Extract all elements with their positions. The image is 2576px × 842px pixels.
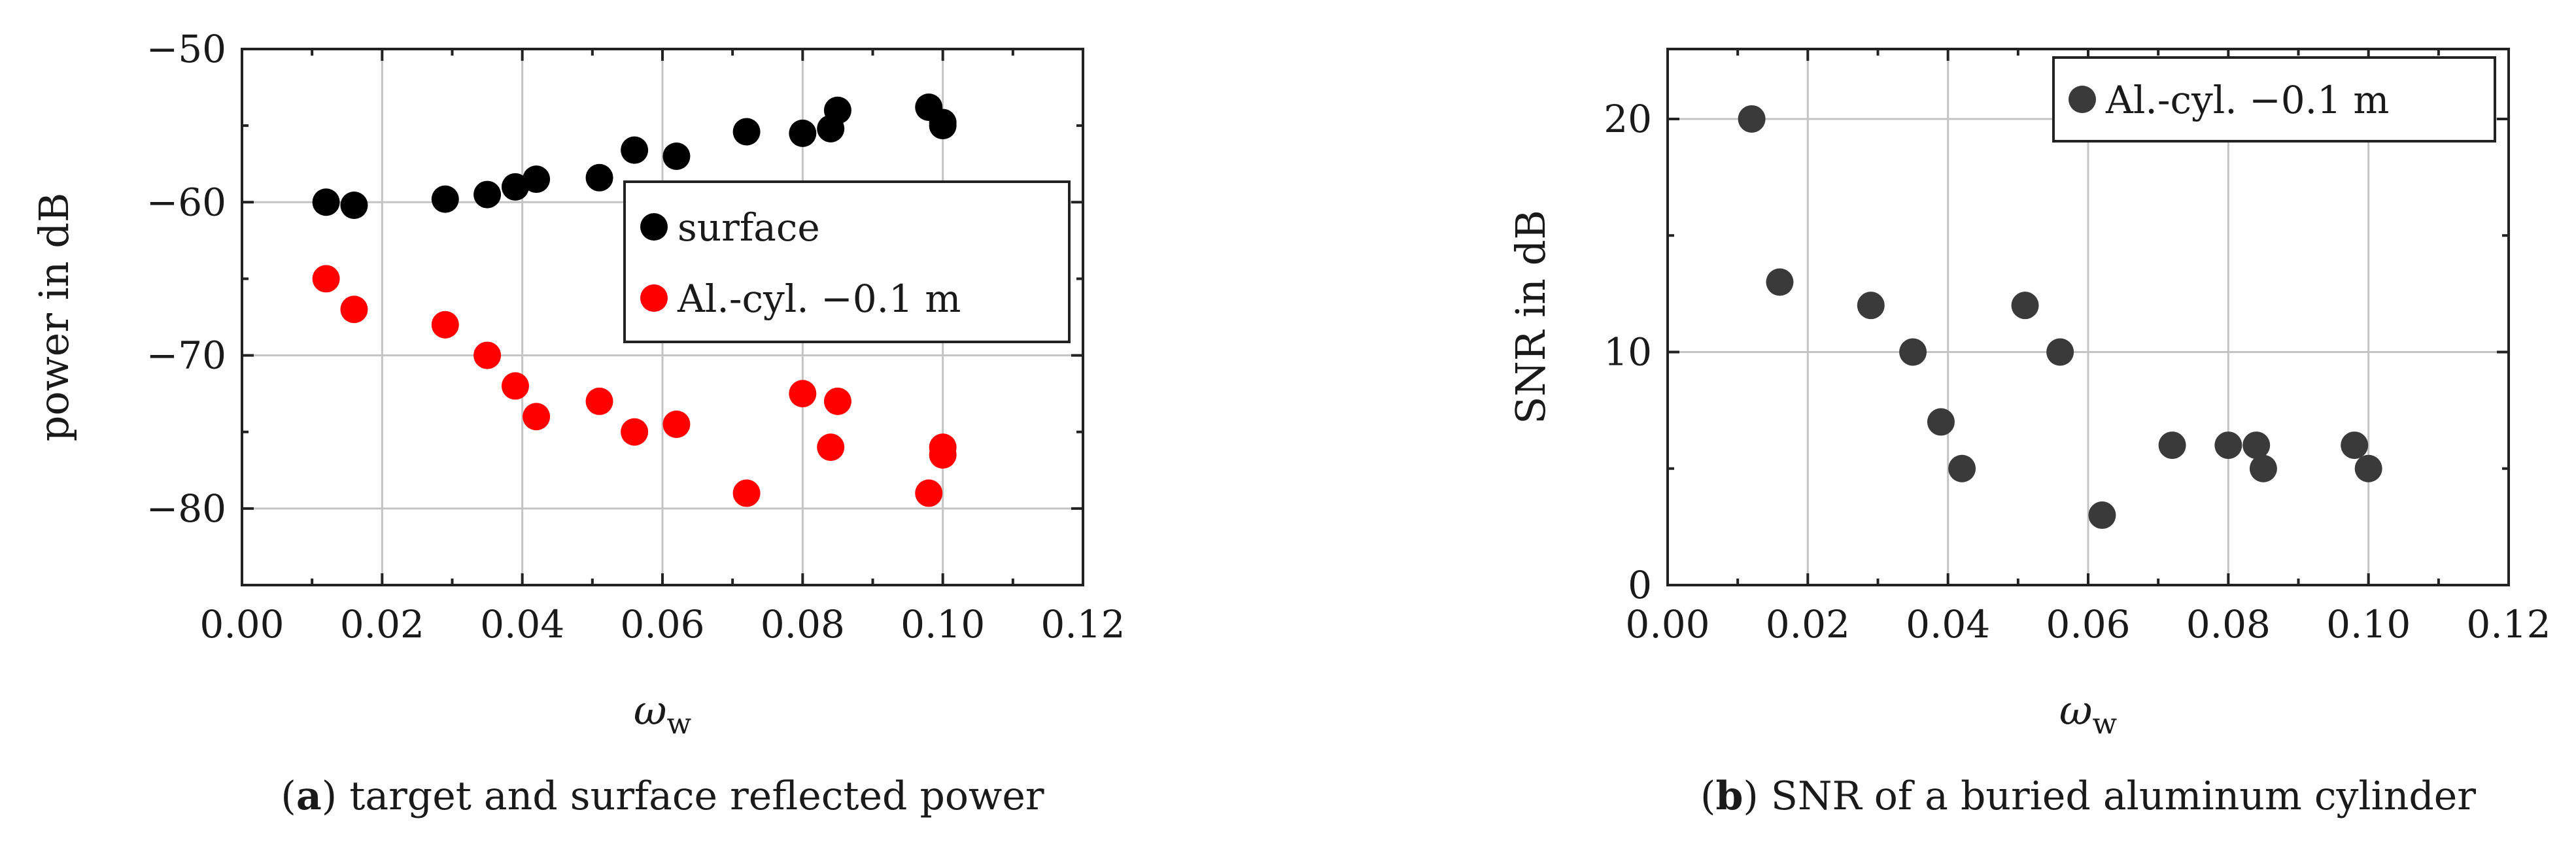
y-tick-label: 10 [1604,329,1652,374]
data-point-series-1 [523,403,551,431]
x-tick-label: 0.06 [620,602,704,647]
legend-label-al-cyl-b: Al.-cyl. −0.1 m [2105,78,2389,122]
panel-a-y-axis-title: power in dB [30,193,78,442]
legend-marker-surface [640,213,668,241]
panel-a-y-tick-labels: −50 −60 −70 −80 [146,27,226,531]
data-point-series-0 [2046,338,2074,366]
y-tick-label: −70 [146,333,226,378]
panel-b-caption-text: SNR of a buried aluminum cylinder [1759,773,2476,819]
panel-a-x-tick-labels: 0.00 0.02 0.04 0.06 0.08 0.10 0.12 [199,602,1125,647]
data-point-series-0 [523,165,551,194]
panel-b-legend-box [2052,56,2496,143]
data-point-series-0 [2088,501,2116,530]
data-point-series-0 [501,173,529,201]
data-point-series-1 [431,311,459,339]
data-point-series-1 [915,479,943,507]
panel-b-y-tick-labels: 0 10 20 [1604,97,1652,607]
x-tick-label: 0.04 [480,602,564,647]
panel-b-caption-letter: b [1715,773,1743,819]
x-tick-label: 0.06 [2046,602,2130,647]
data-point-series-0 [1766,268,1794,296]
data-point-series-1 [340,295,368,324]
y-tick-label: −50 [146,27,226,71]
data-point-series-1 [621,418,649,446]
data-point-series-0 [2354,454,2382,482]
x-tick-label: 0.08 [2186,602,2271,647]
x-tick-label: 0.12 [2466,602,2550,647]
data-point-series-1 [929,441,957,469]
legend-label-surface: surface [678,205,820,250]
data-point-series-0 [1899,338,1927,366]
data-point-series-1 [732,479,761,507]
y-tick-label: 20 [1604,97,1652,141]
panel-a: 0.00 0.02 0.04 0.06 0.08 0.10 0.12 −50 −60 −70 −8… [30,27,1125,819]
panel-a-points [312,93,957,507]
data-point-series-0 [2011,292,2039,320]
data-point-series-0 [2158,431,2186,460]
panel-b-y-axis-title: SNR in dB [1507,210,1554,424]
data-point-series-1 [501,372,529,400]
x-tick-label: 0.10 [901,602,985,647]
panel-b-plot-frame [1666,48,2510,586]
data-point-series-1 [789,380,817,408]
data-point-series-1 [823,387,851,415]
x-tick-label: 0.12 [1040,602,1125,647]
x-tick-label: 0.08 [761,602,845,647]
data-point-series-0 [1738,105,1766,133]
data-point-series-0 [789,119,817,147]
data-point-series-0 [2341,431,2369,460]
data-point-series-0 [823,96,851,124]
panel-b-legend: Al.-cyl. −0.1 m [2052,56,2496,143]
data-point-series-0 [732,118,761,146]
data-point-series-0 [312,188,340,216]
legend-marker-al-cyl [640,284,668,312]
data-point-series-0 [340,191,368,219]
panel-b-points [1738,105,2382,530]
x-tick-label: 0.10 [2326,602,2411,647]
y-tick-label: −80 [146,486,226,531]
data-point-series-0 [929,109,957,137]
y-tick-label: −60 [146,180,226,224]
data-point-series-1 [662,411,691,438]
data-point-series-0 [1948,454,1976,482]
data-point-series-0 [2242,431,2271,460]
x-tick-label: 0.02 [340,602,424,647]
panel-b-caption: (b) SNR of a buried aluminum cylinder [1700,773,2476,819]
y-tick-label: 0 [1628,563,1652,607]
data-point-series-1 [817,433,845,462]
data-point-series-0 [662,143,691,170]
x-tick-label: 0.00 [199,602,284,647]
x-tick-label: 0.00 [1625,602,1709,647]
data-point-series-0 [621,136,649,164]
panel-a-ticks [241,48,1084,586]
panel-a-caption-text: target and surface reflected power [337,773,1044,819]
panel-a-x-axis-title: ωw [634,686,692,741]
data-point-series-0 [2214,431,2242,460]
data-point-series-0 [473,180,502,209]
panel-b-x-tick-labels: 0.00 0.02 0.04 0.06 0.08 0.10 0.12 [1625,602,2550,647]
panel-a-plot-frame [241,48,1084,586]
data-point-series-1 [473,341,502,369]
panel-a-legend: surface Al.-cyl. −0.1 m [623,180,1071,343]
data-point-series-0 [1857,292,1885,320]
data-point-series-0 [1927,408,1955,436]
data-point-series-0 [585,163,613,192]
x-tick-label: 0.02 [1766,602,1850,647]
data-point-series-1 [585,387,613,415]
legend-label-al-cyl: Al.-cyl. −0.1 m [677,277,961,321]
data-point-series-0 [431,185,459,213]
data-point-series-1 [312,265,340,293]
legend-marker-al-cyl-b [2069,86,2096,113]
panel-b: 0.00 0.02 0.04 0.06 0.08 0.10 0.12 0 10 20 ωw SN… [1507,48,2551,819]
panel-b-x-axis-title: ωw [2059,686,2118,741]
x-tick-label: 0.04 [1906,602,1990,647]
panel-a-legend-box [623,180,1071,343]
data-point-series-0 [2249,454,2277,482]
panel-a-caption: (a) target and surface reflected power [281,773,1044,819]
panel-a-caption-letter: a [296,773,322,819]
